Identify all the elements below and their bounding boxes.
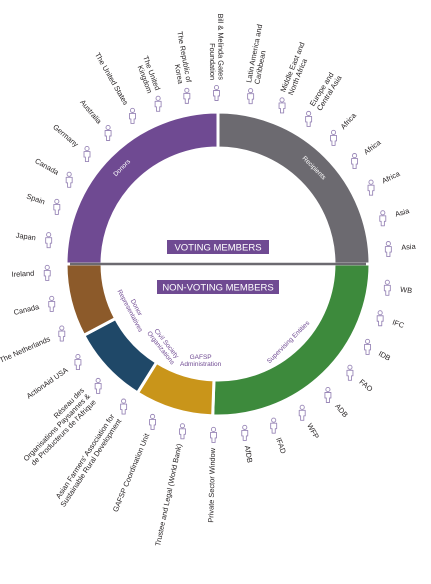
person-icon — [65, 171, 73, 188]
segment-label-gafsp-admin: GAFSP Administration — [180, 354, 222, 368]
person-icon — [383, 279, 391, 296]
member-name: Canada — [13, 302, 41, 317]
member-name: Latin America andCaribbean — [244, 24, 272, 85]
person-icon — [120, 398, 128, 415]
member-name: The United States — [93, 51, 131, 107]
person-icon — [367, 179, 375, 196]
nonvoting-header: NON-VOTING MEMBERS — [162, 283, 273, 294]
person-icon — [53, 198, 61, 215]
person-icon — [364, 338, 372, 355]
member-name: The Netherlands — [0, 334, 52, 365]
person-icon — [178, 423, 186, 440]
member-icons — [43, 84, 392, 443]
member-name: Africa — [339, 110, 359, 131]
member-name: IFC — [391, 318, 406, 331]
person-icon — [270, 417, 278, 434]
person-icon — [94, 377, 102, 394]
person-icon — [213, 84, 220, 101]
member-name: Japan — [15, 231, 36, 243]
person-icon — [346, 364, 354, 381]
membership-ring — [64, 110, 372, 418]
person-icon — [376, 310, 384, 327]
person-icon — [384, 241, 392, 258]
nonvoting-header-bg — [157, 280, 279, 294]
person-icon — [305, 110, 313, 127]
person-icon — [58, 325, 66, 342]
person-icon — [45, 232, 53, 249]
person-icon — [154, 95, 162, 112]
member-name: Private Sector Window — [206, 447, 217, 523]
person-icon — [247, 88, 255, 105]
member-name: Europe andCentral Asia — [308, 69, 344, 113]
person-icon — [149, 413, 157, 430]
person-icon — [210, 426, 217, 443]
voting-header-bg — [167, 240, 269, 254]
person-icon — [379, 210, 387, 227]
member-name: Middle East andNorth Africa — [278, 41, 314, 97]
member-name: Trustee and Legal (World Bank) — [153, 443, 183, 547]
member-name: Africa — [380, 169, 402, 186]
person-icon — [241, 424, 249, 441]
member-name: Asia — [394, 206, 411, 219]
voting-header: VOTING MEMBERS — [174, 243, 261, 254]
member-name: ADB — [333, 402, 350, 419]
member-name: ActionAid USA — [25, 365, 70, 400]
member-name: IDB — [377, 349, 392, 363]
member-name: FAO — [357, 377, 374, 394]
person-icon — [43, 264, 51, 281]
member-name: Spain — [25, 192, 46, 207]
member-name: IFAD — [274, 436, 288, 454]
member-name: WFP — [305, 422, 321, 441]
member-name: Bill & Melinda GatesFoundation — [208, 13, 226, 80]
person-icon — [104, 124, 112, 141]
person-icon — [48, 295, 56, 312]
member-name: Ireland — [11, 269, 34, 279]
member-name: GAFSP Coordination Unit — [111, 432, 151, 513]
person-icon — [74, 354, 82, 371]
member-name: Africa — [362, 137, 383, 156]
member-name: The Republic ofKorea — [167, 30, 194, 85]
person-icon — [278, 97, 286, 114]
person-icon — [129, 107, 136, 124]
person-icon — [183, 87, 191, 104]
member-name: Germany — [51, 122, 80, 149]
person-icon — [351, 153, 359, 170]
member-name: WB — [400, 285, 413, 296]
person-icon — [330, 129, 337, 146]
member-name: Australia — [78, 98, 104, 126]
member-name: AfDB — [243, 445, 255, 464]
member-name: The UnitedKingdom — [133, 55, 162, 95]
person-icon — [324, 386, 332, 403]
member-name: Canada — [33, 156, 61, 177]
person-icon — [83, 146, 91, 163]
member-name: Asia — [401, 242, 417, 252]
person-icon — [298, 404, 306, 421]
